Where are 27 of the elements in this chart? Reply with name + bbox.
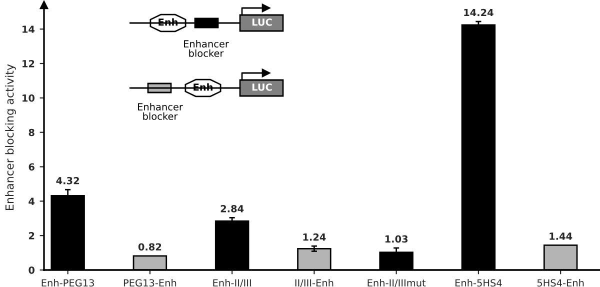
annotation: LUC [252, 83, 272, 91]
x-tick-label: Enh-II/IIImut [368, 279, 426, 287]
data-label: 4.32 [56, 176, 79, 184]
annotation: LUC [252, 18, 272, 26]
y-tick-label: 12 [22, 60, 34, 68]
data-label: 14.24 [464, 8, 494, 16]
y-axis-title: Enhancer blocking activity [5, 64, 16, 210]
y-tick-label: 6 [28, 163, 34, 171]
data-label: 1.03 [385, 235, 408, 243]
x-tick-label: 5HS4-Enh [537, 279, 584, 287]
y-tick-label: 0 [28, 266, 35, 274]
data-label: 1.24 [303, 233, 326, 241]
data-label: 2.84 [220, 205, 244, 212]
x-tick-label: II/III-Enh [295, 279, 334, 287]
y-tick-label: 10 [22, 94, 35, 102]
x-tick-label: PEG13-Enh [124, 279, 176, 287]
y-tick-label: 4 [28, 198, 35, 205]
x-tick-label: Enh-PEG13 [42, 279, 94, 287]
y-tick-label: 2 [28, 232, 34, 240]
x-tick-label: Enh-5HS4 [455, 279, 502, 287]
y-tick-label: 8 [28, 128, 34, 136]
annotation: Enhancer blocker [138, 103, 183, 120]
data-label: 1.44 [550, 232, 572, 240]
y-tick-label: 14 [22, 26, 35, 33]
data-label: 0.82 [138, 243, 162, 251]
x-tick-label: Enh-II/III [213, 279, 251, 287]
annotation: Enhancer blocker [184, 40, 229, 57]
